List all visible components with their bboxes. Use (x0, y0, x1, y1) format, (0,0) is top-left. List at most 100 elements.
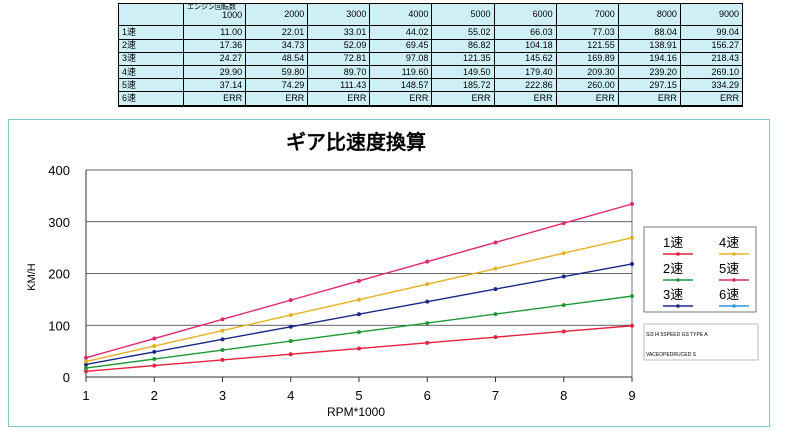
x-tick-label: 3 (219, 388, 226, 403)
data-point (288, 298, 293, 303)
speed-cell: 69.45 (369, 38, 433, 53)
table-row: 4速 29.90 59.80 89.70 119.60 149.50 179.40 209.3… (118, 65, 744, 80)
speed-cell: 99.04 (679, 25, 744, 40)
rpm-header: 6000 (493, 2, 557, 27)
blank-cell (617, 104, 681, 108)
speed-cell: 97.08 (369, 51, 433, 67)
legend-label: 4速 (719, 235, 739, 250)
legend-marker (676, 252, 680, 256)
y-tick-label: 400 (48, 163, 70, 178)
legend-marker (732, 304, 736, 308)
rpm-header: 5000 (431, 2, 495, 27)
y-tick-label: 300 (48, 215, 70, 230)
speed-cell: 149.50 (431, 65, 495, 80)
data-point (630, 202, 634, 207)
rpm-header: 4000 (369, 2, 433, 27)
speed-cell: ERR (555, 91, 619, 106)
data-point (561, 251, 566, 256)
data-point (288, 324, 293, 329)
speed-cell: 37.14 (182, 78, 247, 93)
rpm-header: 9000 (679, 2, 744, 27)
data-point (220, 328, 225, 333)
gear-speed-table: エンジン回転数 1000 2000 3000 4000 5000 6000 7000 8000 9… (118, 2, 744, 108)
speed-cell: 11.00 (182, 25, 247, 40)
table-row: 3速 24.27 48.54 72.81 97.08 121.35 145.62 169.89… (118, 51, 744, 67)
speed-cell: 33.01 (307, 25, 371, 40)
speed-cell: 169.89 (555, 51, 619, 67)
table-row: 6速 ERR ERR ERR ERR ERR ERR ERR ERR ERR (118, 91, 744, 106)
rpm-header: 8000 (617, 2, 681, 27)
speed-cell: 24.27 (182, 51, 247, 67)
data-point (220, 337, 225, 342)
speed-cell: 44.02 (369, 25, 433, 40)
speed-cell: ERR (182, 91, 247, 106)
x-tick-label: 1 (82, 388, 89, 403)
data-point (425, 340, 430, 345)
table-row: 1速 11.00 22.01 33.01 44.02 55.02 66.03 77.03 88.… (118, 25, 744, 40)
x-tick-label: 5 (355, 388, 362, 403)
data-point (288, 339, 293, 344)
data-point (152, 357, 157, 362)
legend-label: 5速 (719, 261, 739, 276)
data-point (425, 282, 430, 287)
x-tick-label: 4 (287, 388, 294, 403)
speed-cell: 66.03 (493, 25, 557, 40)
note-line-2: VACEOPEDRUCED S (646, 352, 697, 358)
speed-cell: 145.62 (493, 51, 557, 67)
speed-cell: 48.54 (245, 51, 309, 67)
speed-cell: 77.03 (555, 25, 619, 40)
speed-cell: 29.90 (182, 65, 247, 80)
speed-cell: 89.70 (307, 65, 371, 80)
speed-cell: 209.30 (555, 65, 619, 80)
chart-title: ギア比速度換算 (286, 130, 426, 154)
legend-marker (732, 278, 736, 282)
data-point (630, 294, 634, 299)
data-point (357, 330, 361, 335)
blank-cell (182, 104, 247, 108)
data-point (493, 266, 498, 271)
speed-cell: 17.36 (182, 38, 247, 53)
gear-label: 6速 (118, 91, 184, 106)
speed-cell: 104.18 (493, 38, 557, 53)
legend-label: 2速 (663, 261, 683, 276)
speed-cell: 74.29 (245, 78, 309, 93)
speed-cell: ERR (493, 91, 557, 106)
y-tick-label: 100 (48, 318, 70, 333)
speed-cell: 297.15 (617, 78, 681, 93)
speed-cell: 138.91 (617, 38, 681, 53)
data-point (561, 274, 566, 279)
data-point (357, 297, 361, 302)
blank-cell (245, 104, 309, 108)
speed-cell: 218.43 (679, 51, 744, 67)
speed-cell: 59.80 (245, 65, 309, 80)
speed-cell: ERR (617, 91, 681, 106)
gear-label: 5速 (118, 78, 184, 93)
data-point (493, 312, 498, 317)
speed-cell: 86.82 (431, 38, 495, 53)
blank-cell (493, 104, 557, 108)
rpm-header: 3000 (307, 2, 371, 27)
table-row: 2速 17.36 34.73 52.09 69.45 86.82 104.18 121.55 1… (118, 38, 744, 53)
data-point (152, 344, 157, 349)
data-point (288, 352, 293, 357)
gear-label: 1速 (118, 25, 184, 40)
blank-cell (118, 104, 184, 108)
x-tick-label: 8 (560, 388, 567, 403)
speed-cell: 72.81 (307, 51, 371, 67)
chart-panel: ギア比速度換算 KM/H RPM*1000 0 100 200 300 400 1 2 3 4 5… (8, 119, 770, 427)
blank-cell (555, 104, 619, 108)
data-point (493, 287, 498, 292)
blank-cell (679, 104, 744, 108)
rpm-header-value: 1000 (222, 10, 243, 20)
x-tick-label: 7 (492, 388, 499, 403)
speed-cell: 194.16 (617, 51, 681, 67)
speed-cell: 22.01 (245, 25, 309, 40)
data-point (84, 362, 88, 367)
speed-cell: ERR (679, 91, 744, 106)
rpm-header: 2000 (245, 2, 309, 27)
speed-cell: ERR (431, 91, 495, 106)
gear-label: 4速 (118, 65, 184, 80)
speed-cell: 179.40 (493, 65, 557, 80)
speed-cell: 121.35 (431, 51, 495, 67)
notes-box (643, 323, 759, 361)
